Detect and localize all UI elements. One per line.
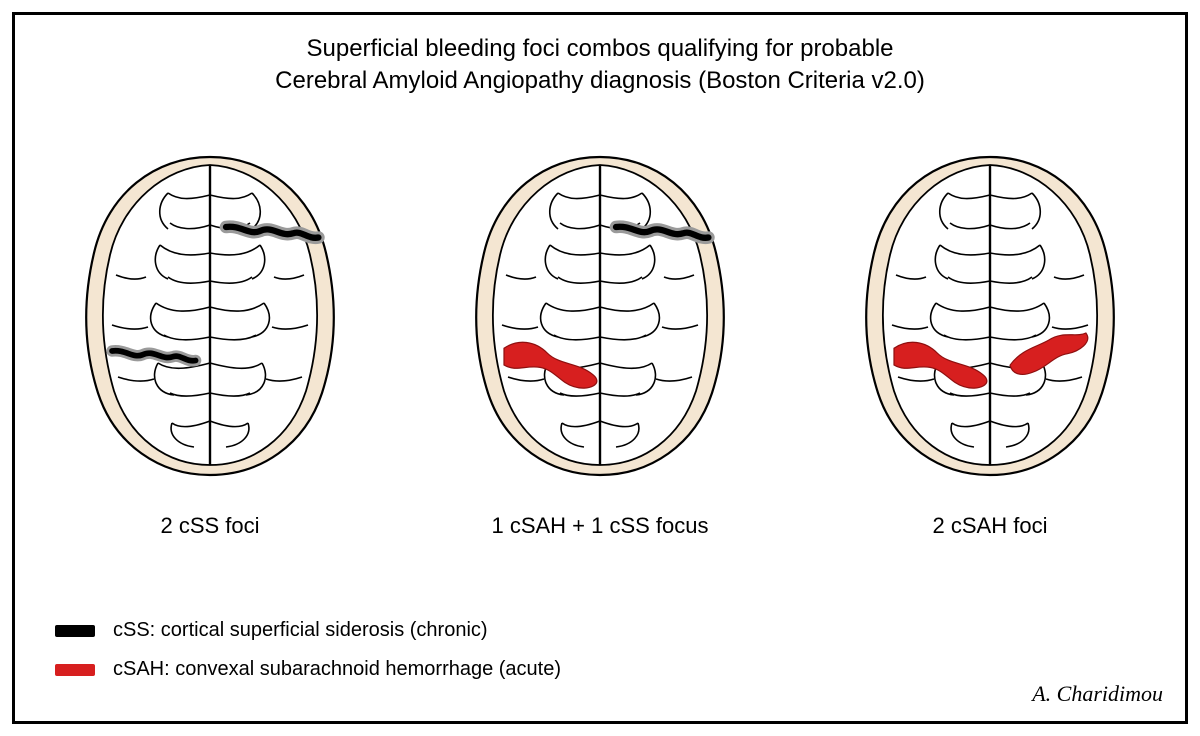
legend-row-css: cSS: cortical superficial siderosis (chr… [55,619,561,642]
swatch-css [55,625,95,637]
brain-diagram-3 [840,145,1140,485]
title-line-2: Cerebral Amyloid Angiopathy diagnosis (B… [275,67,925,94]
legend-row-csah: cSAH: convexal subarachnoid hemorrhage (… [55,658,561,681]
panel-3: 2 cSAH foci [815,145,1165,539]
panels-row: 2 cSS foci 1 cSAH + 1 cSS focus 2 cSAH f… [15,145,1185,539]
legend: cSS: cortical superficial siderosis (chr… [55,603,561,697]
panel-2-caption: 1 cSAH + 1 cSS focus [491,513,708,539]
figure-frame: Superficial bleeding foci combos qualify… [12,12,1188,724]
swatch-csah [55,664,95,676]
panel-1: 2 cSS foci [35,145,385,539]
brain-diagram-1 [60,145,360,485]
brain-diagram-2 [450,145,750,485]
panel-2: 1 cSAH + 1 cSS focus [425,145,775,539]
title-line-1: Superficial bleeding foci combos qualify… [306,35,893,62]
legend-label-css: cSS: cortical superficial siderosis (chr… [113,619,488,642]
panel-3-caption: 2 cSAH foci [933,513,1048,539]
legend-label-csah: cSAH: convexal subarachnoid hemorrhage (… [113,658,561,681]
panel-1-caption: 2 cSS foci [160,513,259,539]
author-signature: A. Charidimou [1032,681,1163,707]
figure-title: Superficial bleeding foci combos qualify… [15,33,1185,98]
